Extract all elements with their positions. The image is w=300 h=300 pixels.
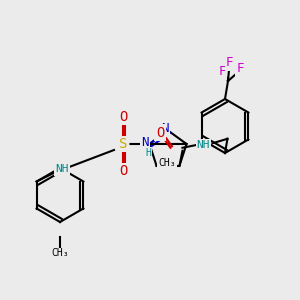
Text: F: F — [236, 62, 244, 76]
Text: O: O — [119, 110, 127, 124]
Text: S: S — [119, 137, 127, 151]
Text: N: N — [161, 122, 169, 136]
Text: N: N — [141, 136, 149, 149]
Text: F: F — [226, 56, 233, 70]
Text: NH: NH — [56, 164, 69, 175]
Text: H: H — [145, 148, 151, 158]
Text: CH₃: CH₃ — [158, 158, 176, 168]
Text: O: O — [156, 126, 164, 140]
Text: F: F — [218, 65, 226, 79]
Text: NH: NH — [197, 140, 210, 150]
Text: CH₃: CH₃ — [51, 248, 69, 259]
Text: O: O — [119, 164, 127, 178]
